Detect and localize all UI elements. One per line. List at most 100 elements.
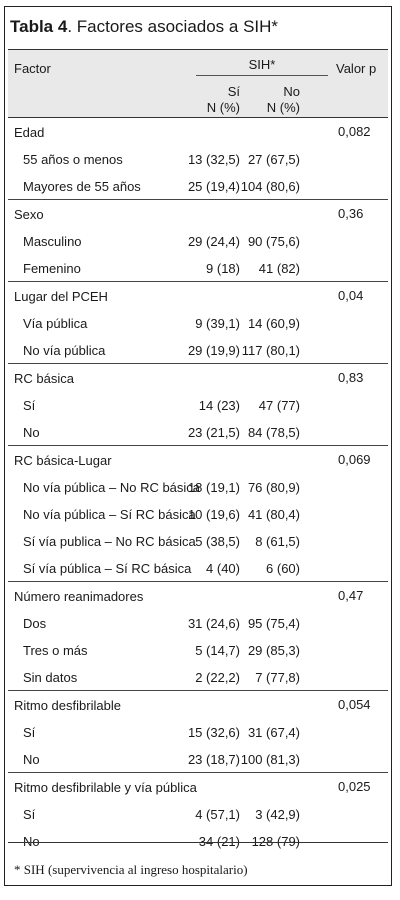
table-row: Sí vía pública – Sí RC básica 4 (40) 6 (60… — [8, 554, 388, 581]
cell-si: 31 (24,6) — [187, 616, 240, 631]
header-no-unit: N (%) — [266, 100, 300, 115]
header-si-label: Sí — [227, 84, 240, 99]
header-si: Sí N (%) — [207, 84, 240, 116]
table-row: Vía pública 9 (39,1) 14 (60,9) — [8, 309, 388, 336]
cell-si: 4 (57,1) — [195, 807, 240, 822]
table-row: Tres o más 5 (14,7) 29 (85,3) — [8, 636, 388, 663]
p-value: 0,082 — [338, 124, 371, 139]
group-row: Ritmo desfibrilable y vía pública 0,025 — [8, 772, 388, 800]
row-label: Dos — [23, 616, 47, 631]
p-value: 0,47 — [338, 588, 364, 603]
p-value: 0,04 — [338, 288, 364, 303]
group-label: Edad — [14, 125, 45, 140]
p-value: 0,36 — [338, 206, 364, 221]
cell-si: 13 (32,5) — [187, 152, 240, 167]
group-row: Ritmo desfibrilable 0,054 — [8, 690, 388, 718]
cell-si: 5 (14,7) — [195, 643, 240, 658]
cell-si: 34 (21) — [198, 834, 240, 849]
group-row: RC básica 0,83 — [8, 363, 388, 391]
cell-no: 41 (80,4) — [247, 507, 300, 522]
cell-no: 29 (85,3) — [247, 643, 300, 658]
cell-si: 15 (32,6) — [187, 725, 240, 740]
table-row: No vía pública – No RC básica 18 (19,1) 76… — [8, 473, 388, 500]
table-row: No 23 (18,7) 100 (81,3) — [8, 745, 388, 772]
footnote: * SIH (supervivencia al ingreso hospital… — [14, 862, 248, 877]
table-row: Mayores de 55 años 25 (19,4) 104 (80,6) — [8, 172, 388, 199]
table-row: Sí 4 (57,1) 3 (42,9) — [8, 800, 388, 827]
row-label: Sí — [23, 398, 36, 413]
p-value: 0,025 — [338, 779, 371, 794]
table-row: Masculino 29 (24,4) 90 (75,6) — [8, 227, 388, 254]
cell-no: 100 (81,3) — [240, 752, 300, 767]
cell-si: 14 (23) — [198, 398, 240, 413]
cell-si: 18 (19,1) — [187, 480, 240, 495]
group-row: RC básica-Lugar 0,069 — [8, 445, 388, 473]
cell-no: 84 (78,5) — [247, 425, 300, 440]
row-label: Sí — [23, 807, 36, 822]
row-label: No vía pública – Sí RC básica — [23, 507, 196, 522]
p-value: 0,83 — [338, 370, 364, 385]
row-label: Sin datos — [23, 670, 78, 685]
table-row: No vía pública 29 (19,9) 117 (80,1) — [8, 336, 388, 363]
cell-no: 6 (60) — [266, 561, 300, 576]
group-label: RC básica-Lugar — [14, 453, 112, 468]
table-caption: . Factores asociados a SIH* — [67, 17, 279, 36]
row-label: Mayores de 55 años — [23, 179, 141, 194]
header-sih-rule — [196, 75, 328, 76]
group-label: Ritmo desfibrilable — [14, 698, 121, 713]
table-row: No vía pública – Sí RC básica 10 (19,6) 41… — [8, 500, 388, 527]
cell-si: 9 (18) — [206, 261, 240, 276]
cell-no: 90 (75,6) — [247, 234, 300, 249]
table-row: Sin datos 2 (22,2) 7 (77,8) — [8, 663, 388, 690]
cell-no: 128 (79) — [251, 834, 300, 849]
group-row: Edad 0,082 — [8, 118, 388, 145]
cell-no: 8 (61,5) — [255, 534, 300, 549]
cell-no: 31 (67,4) — [247, 725, 300, 740]
cell-si: 29 (19,9) — [187, 343, 240, 358]
row-label: Tres o más — [23, 643, 88, 658]
row-label: Sí — [23, 725, 36, 740]
row-label: Vía pública — [23, 316, 88, 331]
table-header: Factor SIH* Valor p Sí N (%) No N (%) — [8, 49, 388, 118]
row-label: Sí vía publica – No RC básica — [23, 534, 196, 549]
cell-si: 29 (24,4) — [187, 234, 240, 249]
cell-si: 2 (22,2) — [195, 670, 240, 685]
row-label: Masculino — [23, 234, 82, 249]
table-row: No 23 (21,5) 84 (78,5) — [8, 418, 388, 445]
row-label: 55 años o menos — [23, 152, 123, 167]
p-value: 0,054 — [338, 697, 371, 712]
cell-si: 23 (21,5) — [187, 425, 240, 440]
header-sih: SIH* — [248, 57, 276, 72]
group-row: Sexo 0,36 — [8, 199, 388, 227]
cell-no: 76 (80,9) — [247, 480, 300, 495]
table-row: Sí 15 (32,6) 31 (67,4) — [8, 718, 388, 745]
cell-si: 25 (19,4) — [187, 179, 240, 194]
cell-no: 47 (77) — [258, 398, 300, 413]
header-valor-p: Valor p — [336, 61, 377, 76]
cell-si: 5 (38,5) — [195, 534, 240, 549]
group-label: RC básica — [14, 371, 74, 386]
group-row: Lugar del PCEH 0,04 — [8, 281, 388, 309]
footer-rule — [8, 842, 388, 843]
group-label: Sexo — [14, 207, 44, 222]
table-row: Sí 14 (23) 47 (77) — [8, 391, 388, 418]
table-row: No 34 (21) 128 (79) — [8, 827, 388, 854]
cell-no: 3 (42,9) — [255, 807, 300, 822]
cell-si: 23 (18,7) — [187, 752, 240, 767]
header-factor: Factor — [14, 61, 51, 76]
row-label: No — [23, 425, 40, 440]
cell-no: 41 (82) — [258, 261, 300, 276]
table-row: Femenino 9 (18) 41 (82) — [8, 254, 388, 281]
group-row: Número reanimadores 0,47 — [8, 581, 388, 609]
cell-no: 117 (80,1) — [241, 343, 300, 358]
group-label: Ritmo desfibrilable y vía pública — [14, 780, 197, 795]
cell-si: 4 (40) — [206, 561, 240, 576]
cell-si: 10 (19,6) — [187, 507, 240, 522]
header-no-label: No — [283, 84, 300, 99]
table-row: 55 años o menos 13 (32,5) 27 (67,5) — [8, 145, 388, 172]
table-frame — [4, 6, 392, 886]
header-no: No N (%) — [267, 84, 300, 116]
table-row: Sí vía publica – No RC básica 5 (38,5) 8 (… — [8, 527, 388, 554]
cell-no: 104 (80,6) — [240, 179, 300, 194]
header-si-unit: N (%) — [206, 100, 240, 115]
